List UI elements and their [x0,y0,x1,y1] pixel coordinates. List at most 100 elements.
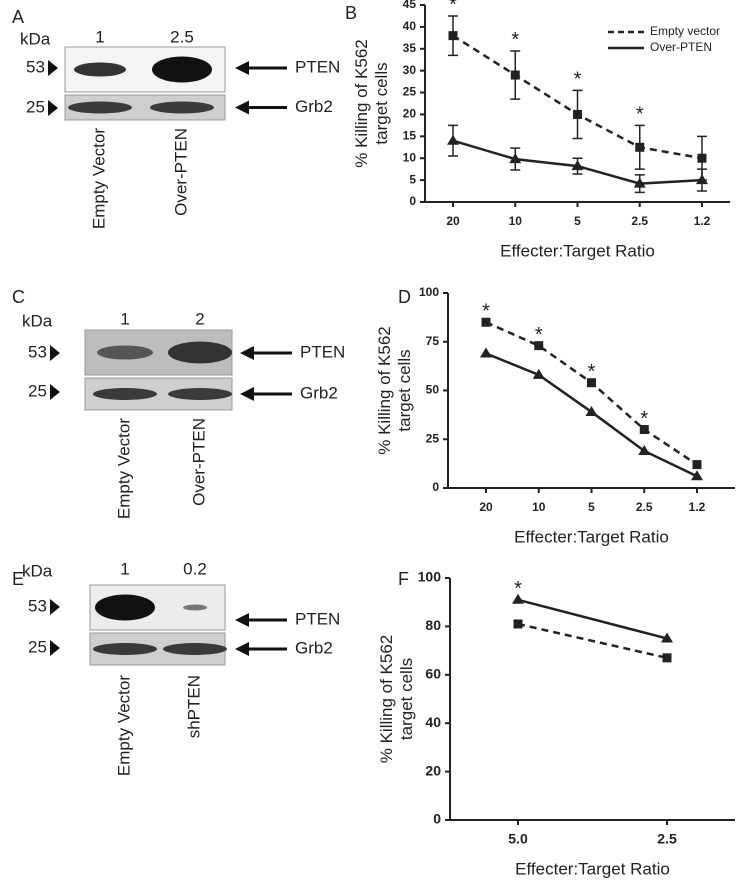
band [93,388,157,400]
point [447,134,459,145]
x-tick-label: 2.5 [631,214,648,228]
point [512,593,524,604]
y-tick-label: 35 [403,41,417,55]
significance: * [535,324,543,346]
arrow-head [235,613,249,627]
point [534,341,544,351]
point [510,70,520,80]
point [513,619,523,629]
arrow-head [240,387,254,401]
band [150,101,214,114]
y-tick-label: 0 [432,480,439,494]
legend-label: Empty vector [650,24,720,38]
y-axis-label-line: % Killing of K562 [377,635,396,764]
band-label: Grb2 [295,97,333,116]
point [585,405,598,416]
lane-label: 0.2 [183,559,207,578]
marker-label: 25 [28,637,47,656]
point [696,174,708,185]
lane-label: 2 [195,309,204,328]
series-line [517,598,668,640]
band-label: PTEN [295,57,340,76]
y-tick-label: 25 [403,85,417,99]
significance: * [449,0,457,16]
series-line [485,321,698,466]
arrow-head [240,346,254,360]
band [97,345,153,360]
y-tick-label: 5 [409,172,416,186]
point [509,153,522,164]
lane-label: 1 [95,27,104,46]
y-axis-label-line: % Killing of K562 [352,39,371,168]
unit-label: kDa [20,29,51,48]
point [532,368,545,379]
marker-triangle [48,100,58,116]
band [168,388,232,400]
marker-triangle [48,60,58,76]
y-tick-label: 25 [426,431,440,445]
y-axis-label-line: target cells [397,658,416,740]
x-tick-label: 2.5 [636,500,653,514]
marker-label: 53 [28,342,47,361]
lane-label: 2.5 [170,27,194,46]
significance: * [640,408,648,430]
marker-triangle [50,640,60,656]
x-axis-label: Effecter:Target Ratio [515,859,670,878]
significance: * [482,301,490,323]
point [448,31,458,41]
y-tick-label: 45 [403,0,417,11]
y-tick-label: 80 [425,617,441,633]
marker-triangle [50,345,60,361]
band [183,604,207,611]
y-tick-label: 100 [418,569,442,585]
y-tick-label: 10 [403,150,417,164]
y-tick-label: 0 [433,811,441,827]
x-axis-label: Effecter:Target Ratio [514,527,669,546]
point [571,160,584,171]
significance: * [636,104,644,126]
x-tick-label: 5.0 [508,831,528,847]
panel-label: B [345,3,357,23]
y-tick-label: 40 [425,714,441,730]
y-tick-label: 50 [426,383,440,397]
sample-label: Empty Vector [114,675,133,776]
band [152,56,212,83]
arrow-head [235,100,249,115]
y-tick-label: 75 [426,334,440,348]
marker-triangle [50,384,60,400]
sample-label: Over-PTEN [189,418,208,506]
point [587,378,596,388]
point [638,444,651,455]
x-tick-label: 10 [509,214,523,228]
marker-triangle [50,599,60,615]
band [68,101,132,114]
band [93,643,157,655]
band-label: Grb2 [295,638,333,657]
arrow-head [235,642,249,656]
band-label: PTEN [295,609,340,628]
sample-label: Over-PTEN [171,128,190,216]
arrow-head [235,61,249,75]
y-tick-label: 0 [409,194,416,208]
point [573,109,582,119]
x-tick-label: 1.2 [689,500,706,514]
marker-label: 53 [26,57,45,76]
marker-label: 53 [28,596,47,615]
x-tick-label: 2.5 [657,831,677,847]
x-axis-label: Effecter:Target Ratio [500,241,655,260]
y-tick-label: 15 [403,129,417,143]
panel-label: A [12,7,24,27]
band [168,341,232,364]
marker-label: 25 [28,381,47,400]
legend-label: Over-PTEN [650,40,712,54]
unit-label: kDa [22,561,53,580]
x-tick-label: 5 [588,500,595,514]
band-label: Grb2 [300,383,338,402]
y-tick-label: 20 [403,107,417,121]
panel-label: D [398,287,411,307]
point [639,425,649,434]
point [692,460,702,470]
significance: * [574,69,582,91]
lane-label: 1 [120,559,129,578]
x-tick-label: 20 [479,500,493,514]
